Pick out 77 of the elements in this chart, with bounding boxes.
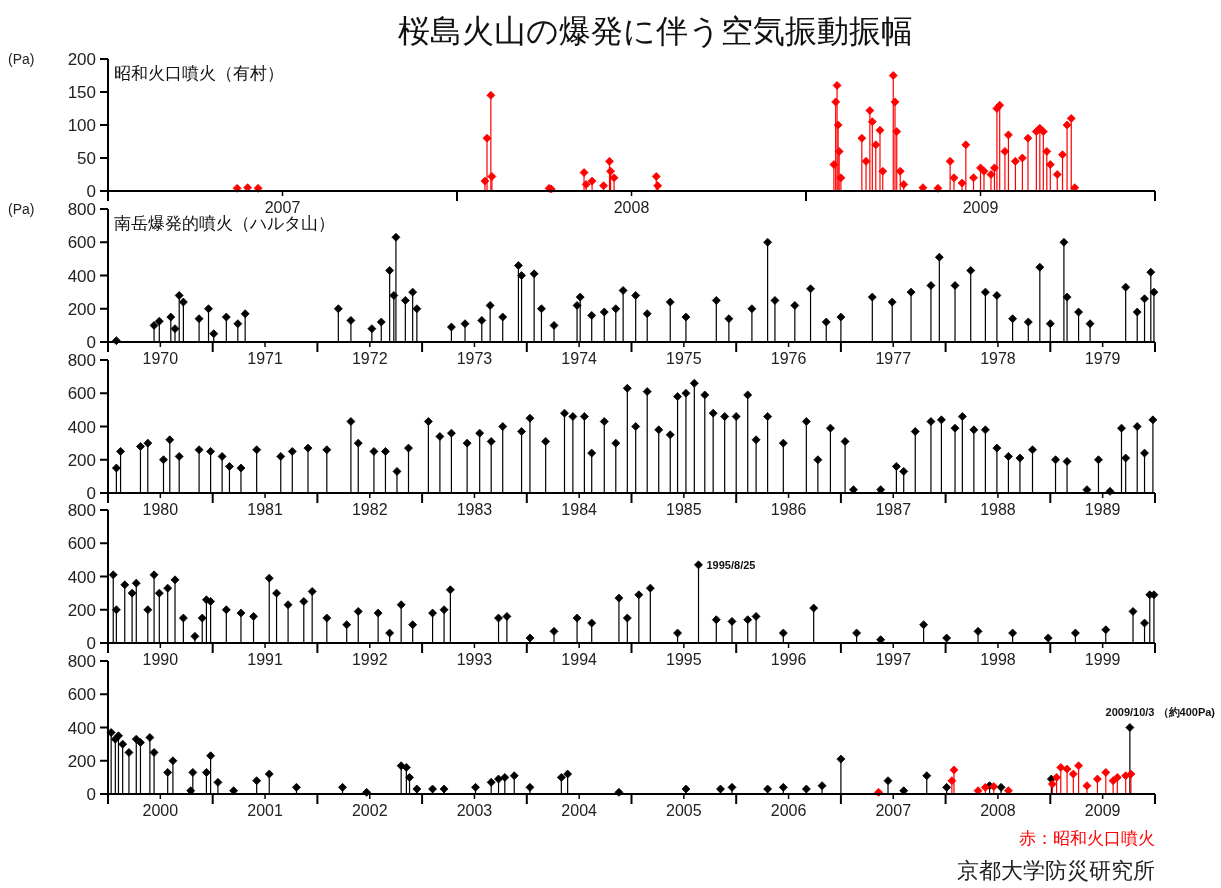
x-tick-label: 2009 <box>962 199 999 216</box>
x-tick-label: 2001 <box>247 802 283 819</box>
annotation: 1995/8/25 <box>706 558 756 571</box>
y-tick-label: 200 <box>67 600 96 620</box>
x-tick-label: 1972 <box>351 350 388 367</box>
x-tick-label: 1999 <box>1084 651 1121 668</box>
x-tick-label: 1977 <box>875 350 912 367</box>
x-tick-label: 1988 <box>980 501 1016 518</box>
x-tick-label: 1971 <box>247 350 283 367</box>
x-tick-label: 2007 <box>264 199 301 216</box>
x-tick-label: 1980 <box>142 501 179 518</box>
x-tick-label: 1981 <box>247 501 283 518</box>
x-tick-label: 2000 <box>142 802 179 819</box>
x-tick-label: 1983 <box>456 501 493 518</box>
x-tick-label: 1974 <box>561 350 598 367</box>
x-tick-label: 2004 <box>561 802 598 819</box>
y-tick-label: 0 <box>86 634 96 653</box>
y-tick-label: 150 <box>67 83 96 102</box>
x-tick-label: 1993 <box>456 651 493 668</box>
y-tick-label: 400 <box>67 567 96 587</box>
x-tick-label: 1987 <box>875 501 912 518</box>
x-tick-label: 2003 <box>456 802 493 819</box>
x-tick-label: 1991 <box>247 651 283 668</box>
y-tick-label: 400 <box>67 718 96 738</box>
x-tick-label: 1998 <box>980 651 1016 668</box>
y-tick-label: 800 <box>67 501 96 520</box>
y-tick-label: 400 <box>67 417 96 437</box>
x-tick-label: 1976 <box>770 350 807 367</box>
x-tick-label: 1985 <box>666 501 702 518</box>
x-tick-label: 1992 <box>351 651 388 668</box>
y-tick-label: 50 <box>77 149 96 168</box>
x-tick-label: 1982 <box>351 501 388 518</box>
x-tick-label: 2006 <box>770 802 807 819</box>
y-tick-label: 0 <box>86 333 96 352</box>
y-tick-label: 800 <box>67 200 96 219</box>
y-tick-label: 800 <box>67 351 96 370</box>
x-tick-label: 1986 <box>770 501 807 518</box>
x-tick-label: 1996 <box>770 651 807 668</box>
x-tick-label: 1995 <box>666 651 702 668</box>
chart-subtitle: 南岳爆発的噴火（ハルタ山） <box>114 214 335 233</box>
y-tick-label: 400 <box>67 266 96 286</box>
x-tick-label: 1997 <box>875 651 912 668</box>
text: 赤：昭和火口噴火 <box>1019 829 1155 848</box>
y-tick-label: 200 <box>67 450 96 470</box>
y-tick-label: 600 <box>67 685 96 705</box>
x-tick-label: 2002 <box>351 802 388 819</box>
y-tick-label: 600 <box>67 534 96 554</box>
x-tick-label: 1970 <box>142 350 179 367</box>
y-tick-label: 200 <box>67 50 96 69</box>
x-tick-label: 1975 <box>666 350 702 367</box>
y-tick-label: 0 <box>86 785 96 804</box>
text: 京都大学防災研究所 <box>957 858 1155 883</box>
x-tick-label: 2008 <box>980 802 1016 819</box>
y-tick-label: 800 <box>67 652 96 671</box>
x-tick-label: 1984 <box>561 501 598 518</box>
y-tick-label: 0 <box>86 182 96 201</box>
x-tick-label: 1973 <box>456 350 493 367</box>
x-tick-label: 2009 <box>1084 802 1121 819</box>
y-tick-label: 600 <box>67 233 96 253</box>
x-tick-label: 1979 <box>1084 350 1121 367</box>
x-tick-label: 1989 <box>1084 501 1121 518</box>
y-axis-title: (Pa) <box>8 201 35 217</box>
annotation: 2009/10/3 （約400Pa) <box>1105 705 1216 719</box>
y-tick-label: 200 <box>67 751 96 771</box>
y-axis-title: (Pa) <box>8 51 35 67</box>
y-tick-label: 200 <box>67 299 96 319</box>
y-tick-label: 0 <box>86 484 96 503</box>
x-tick-label: 2005 <box>666 802 702 819</box>
x-tick-label: 2007 <box>875 802 912 819</box>
x-tick-label: 2008 <box>613 199 650 216</box>
y-tick-label: 600 <box>67 384 96 404</box>
chart-title: 桜島火山の爆発に伴う空気振動振幅 <box>397 13 913 49</box>
y-tick-label: 100 <box>67 116 96 135</box>
x-tick-label: 1990 <box>142 651 179 668</box>
x-tick-label: 1994 <box>561 651 598 668</box>
chart-subtitle: 昭和火口噴火（有村） <box>114 64 284 83</box>
x-tick-label: 1978 <box>980 350 1016 367</box>
